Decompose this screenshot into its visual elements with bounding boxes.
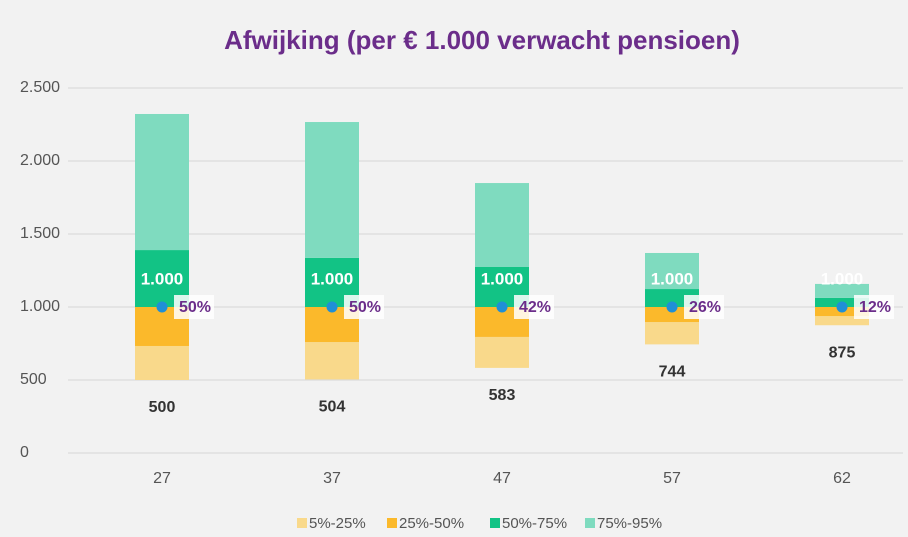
median-dot [156, 301, 168, 313]
median-dot [666, 301, 678, 313]
percent-box [514, 295, 554, 319]
median-label: 1.000 [821, 269, 864, 288]
percent-box [174, 295, 214, 319]
median-label: 1.000 [141, 269, 184, 288]
y-tick-label: 2.000 [20, 152, 60, 169]
y-tick-label: 1.000 [20, 298, 60, 315]
y-tick-label: 2.500 [20, 79, 60, 96]
percent-label: 12% [859, 299, 891, 316]
median-label: 1.000 [651, 269, 694, 288]
x-tick-label: 57 [663, 470, 681, 487]
percent-label: 50% [179, 299, 211, 316]
legend-swatch [387, 518, 397, 528]
legend-swatch [490, 518, 500, 528]
median-dot [836, 301, 848, 313]
bar-segment [645, 252, 699, 290]
median-label: 1.000 [311, 269, 354, 288]
bar-segment [815, 283, 869, 298]
percent-box [684, 295, 724, 319]
legend-swatch [297, 518, 307, 528]
median-dot [326, 301, 338, 313]
base-label: 504 [319, 399, 346, 416]
x-tick-label: 47 [493, 470, 511, 487]
legend-label: 75%-95% [597, 515, 662, 532]
y-tick-label: 0 [20, 444, 29, 461]
percent-box [344, 295, 384, 319]
bar-segment [305, 122, 359, 258]
x-tick-label: 62 [833, 470, 851, 487]
x-tick-label: 27 [153, 470, 171, 487]
bar-segment [815, 316, 869, 326]
x-tick-label: 37 [323, 470, 341, 487]
y-tick-label: 500 [20, 371, 47, 388]
bar-segment [475, 183, 529, 267]
percent-label: 50% [349, 299, 381, 316]
base-label: 744 [659, 364, 686, 381]
legend-label: 50%-75% [502, 515, 567, 532]
median-label: 1.000 [481, 269, 524, 288]
median-dot [496, 301, 508, 313]
base-label: 583 [489, 387, 516, 404]
legend-swatch [585, 518, 595, 528]
bar-segment [305, 342, 359, 380]
chart-title: Afwijking (per € 1.000 verwacht pensioen… [224, 25, 740, 55]
y-tick-label: 1.500 [20, 225, 60, 242]
bar-segment [645, 322, 699, 345]
base-label: 875 [829, 344, 856, 361]
legend-label: 5%-25% [309, 515, 366, 532]
percent-label: 26% [689, 299, 721, 316]
bar-segment [475, 336, 529, 368]
bar-segment [135, 113, 189, 251]
percent-label: 42% [519, 299, 551, 316]
base-label: 500 [149, 399, 176, 416]
legend-label: 25%-50% [399, 515, 464, 532]
bar-segment [135, 345, 189, 380]
percent-box [854, 295, 894, 319]
